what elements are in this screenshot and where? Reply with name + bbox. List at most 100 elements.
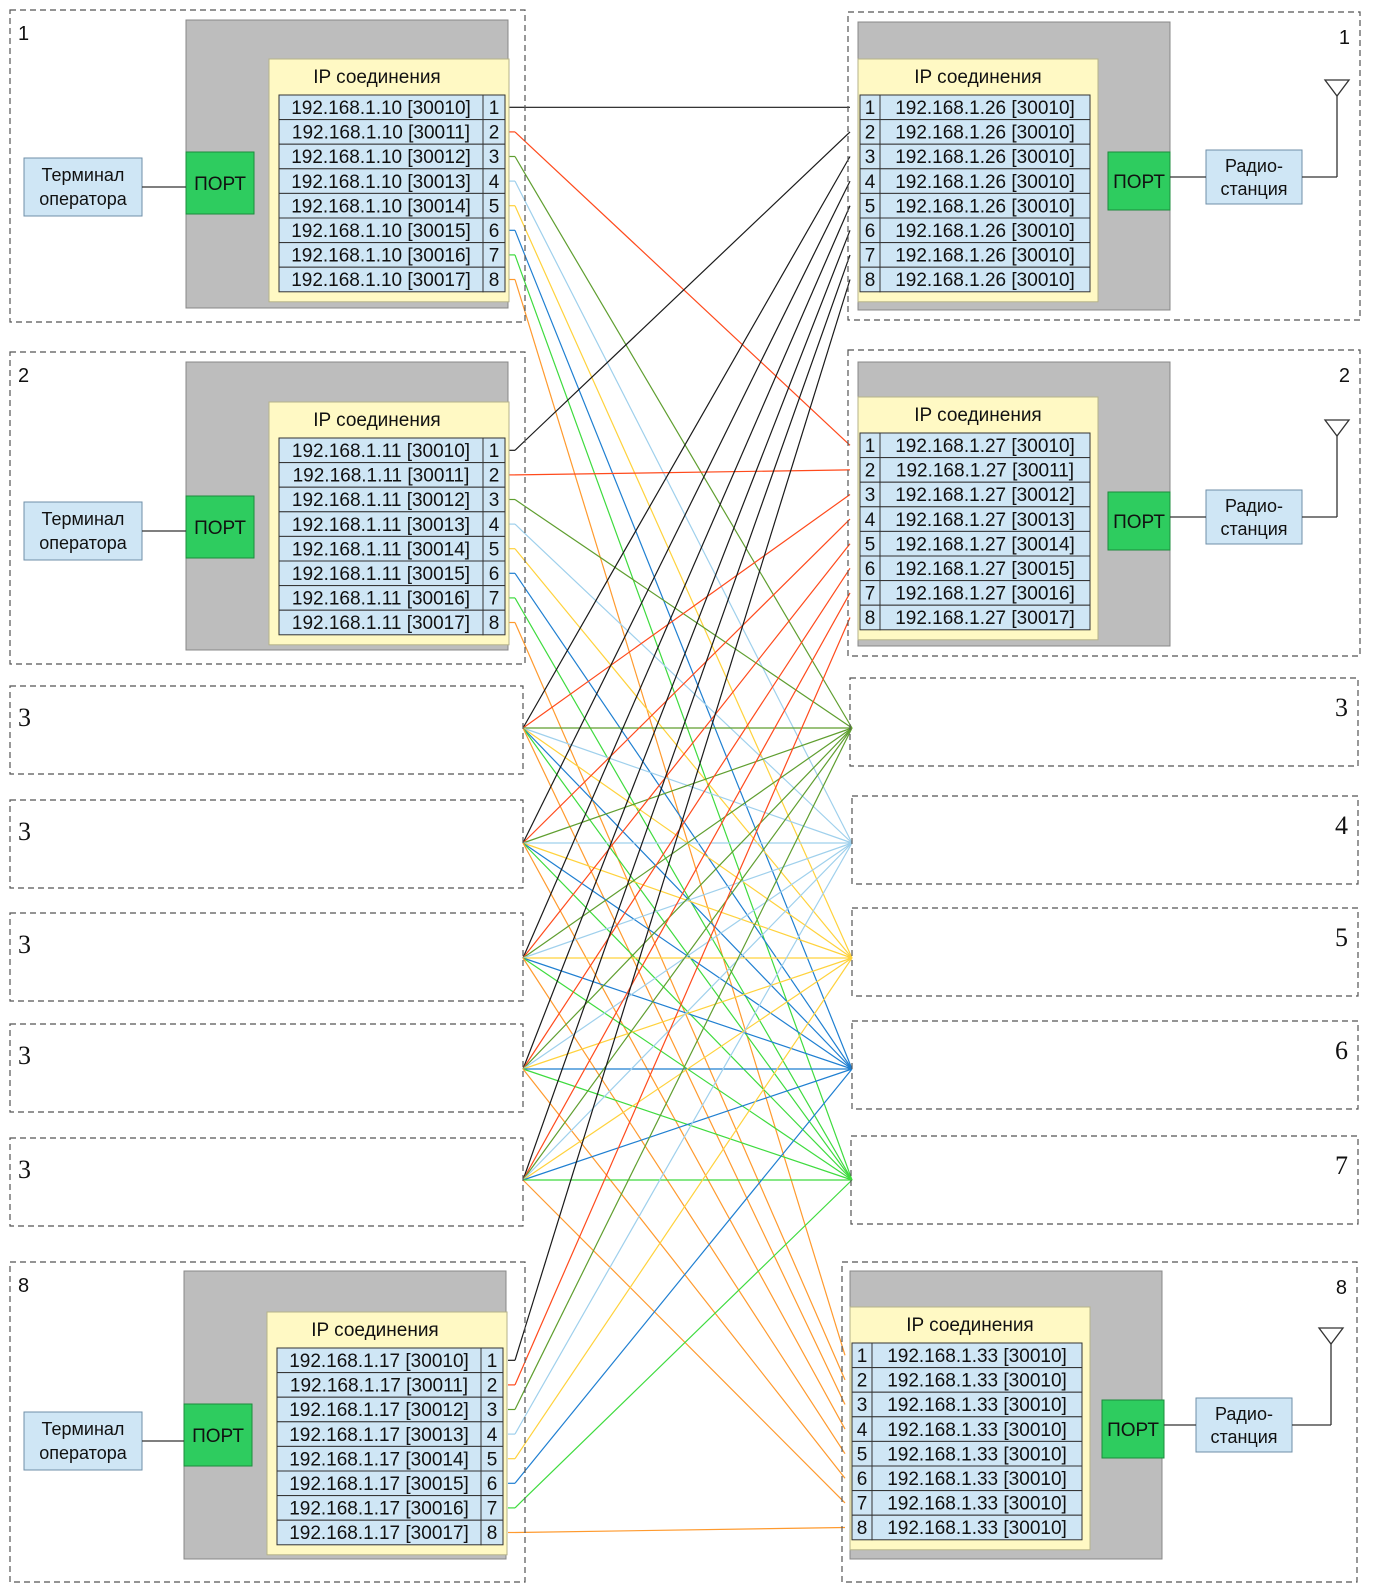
- client-group-number: 8: [18, 1275, 29, 1297]
- operator-terminal-label: оператора: [39, 533, 127, 553]
- client-placeholder-number: 3: [18, 703, 31, 732]
- radio-station-label: Радио-: [1215, 1404, 1273, 1424]
- channel-tick: [515, 255, 525, 283]
- channel-number-text: 1: [487, 1351, 498, 1372]
- channel-number-text: 6: [489, 564, 500, 585]
- server-port-label: ПОРТ: [1113, 512, 1165, 533]
- server-placeholder-number: 7: [1335, 1151, 1348, 1180]
- antenna-icon: [1319, 1328, 1343, 1344]
- channel-tick: [515, 132, 525, 141]
- ip-address-text: 192.168.1.27 [30011]: [896, 461, 1074, 482]
- channel-tick: [515, 500, 525, 507]
- ip-address-text: 192.168.1.33 [30010]: [887, 1469, 1067, 1490]
- ip-address-text: 192.168.1.26 [30010]: [895, 123, 1075, 144]
- client-group-number: 2: [18, 365, 29, 387]
- ip-address-text: 192.168.1.17 [30015]: [289, 1474, 469, 1495]
- channel-line-1-6: [525, 255, 852, 1069]
- channel-tick: [515, 1498, 525, 1508]
- channel-number-text: 5: [489, 539, 500, 560]
- ip-address-text: 192.168.1.10 [30010]: [291, 98, 471, 119]
- server-placeholder-number: 6: [1335, 1036, 1348, 1065]
- client-placeholder-box: [10, 913, 523, 1001]
- client-placeholder-number: 3: [18, 930, 31, 959]
- radio-station-label: Радио-: [1225, 156, 1283, 176]
- channel-number-text: 3: [865, 485, 876, 506]
- operator-terminal-label: Терминал: [42, 1419, 125, 1439]
- client-placeholder-box: [10, 800, 523, 888]
- channel-tick: [515, 1471, 525, 1483]
- ip-panel-title: IP соединения: [906, 1315, 1033, 1336]
- channel-number-text: 5: [865, 196, 876, 217]
- ip-address-text: 192.168.1.33 [30010]: [887, 1395, 1067, 1416]
- ip-address-text: 192.168.1.11 [30010]: [292, 441, 470, 462]
- server-placeholder-box: [852, 1021, 1358, 1109]
- channel-number-text: 7: [865, 584, 876, 605]
- channel-number-text: 2: [865, 123, 876, 144]
- ip-panel-title: IP соединения: [313, 67, 440, 88]
- ip-address-text: 192.168.1.27 [30016]: [895, 584, 1075, 605]
- ip-address-text: 192.168.1.27 [30010]: [895, 436, 1075, 457]
- channel-number-text: 6: [857, 1469, 868, 1490]
- server-placeholder-box: [851, 1136, 1358, 1224]
- connection-lines: [508, 107, 852, 1532]
- channel-line-2-6: [525, 588, 852, 1069]
- channel-number-text: 4: [489, 172, 500, 193]
- client-port-label: ПОРТ: [192, 1426, 244, 1447]
- channel-number-text: 8: [865, 270, 876, 291]
- radio-station-label: Радио-: [1225, 496, 1283, 516]
- ip-address-text: 192.168.1.17 [30014]: [289, 1449, 469, 1470]
- channel-number-text: 7: [489, 246, 500, 267]
- channel-number-text: 4: [487, 1425, 498, 1446]
- server-port-label: ПОРТ: [1107, 1420, 1159, 1441]
- server-group-number: 8: [1336, 1277, 1347, 1299]
- channel-tick: [515, 1328, 525, 1360]
- channel-tick: [515, 230, 525, 255]
- ip-address-text: 192.168.1.11 [30013]: [292, 515, 470, 536]
- server-group-number: 2: [1339, 365, 1350, 387]
- ip-address-text: 192.168.1.26 [30010]: [895, 172, 1075, 193]
- channel-line-1-4: [525, 201, 852, 843]
- ip-address-text: 192.168.1.11 [30016]: [292, 589, 470, 610]
- channel-tick: [515, 441, 525, 451]
- ip-address-text: 192.168.1.26 [30010]: [895, 147, 1075, 168]
- channel-number-text: 3: [865, 147, 876, 168]
- channel-tick: [515, 157, 525, 174]
- ip-address-text: 192.168.1.33 [30010]: [887, 1420, 1067, 1441]
- channel-number-text: 1: [865, 436, 876, 457]
- channel-number-text: 2: [489, 123, 500, 144]
- ip-address-text: 192.168.1.26 [30010]: [895, 196, 1075, 217]
- ip-address-text: 192.168.1.27 [30013]: [895, 510, 1075, 531]
- channel-number-text: 5: [489, 196, 500, 217]
- channel-number-text: 8: [489, 613, 500, 634]
- client-group-number: 1: [18, 23, 29, 45]
- channel-tick: [515, 549, 525, 561]
- channel-tick: [515, 1444, 525, 1459]
- client-placeholder-number: 3: [18, 1041, 31, 1070]
- client-placeholder-box: [10, 1024, 523, 1112]
- channel-number-text: 2: [489, 466, 500, 487]
- radio-station-label: станция: [1210, 1427, 1277, 1447]
- channel-line-8-7: [525, 1180, 852, 1498]
- channel-number-text: 5: [487, 1449, 498, 1470]
- channel-line-2-4: [525, 534, 852, 843]
- channel-tick: [515, 524, 525, 534]
- server-placeholder-box: [850, 678, 1358, 766]
- client-placeholder-number: 3: [18, 1155, 31, 1184]
- antenna-icon: [1325, 80, 1349, 96]
- ip-address-text: 192.168.1.26 [30010]: [895, 98, 1075, 119]
- channel-number-text: 3: [487, 1400, 498, 1421]
- ip-address-text: 192.168.1.33 [30010]: [887, 1494, 1067, 1515]
- channel-tick: [515, 623, 525, 646]
- server-placeholder-number: 4: [1335, 811, 1348, 840]
- channel-tick: [515, 573, 525, 588]
- channel-number-text: 1: [865, 98, 876, 119]
- channel-number-text: 7: [865, 246, 876, 267]
- ip-panel-title: IP соединения: [914, 405, 1041, 426]
- ip-address-text: 192.168.1.26 [30010]: [895, 246, 1075, 267]
- ip-address-text: 192.168.1.33 [30010]: [887, 1444, 1067, 1465]
- ip-address-text: 192.168.1.11 [30017]: [292, 613, 470, 634]
- client-port-label: ПОРТ: [194, 174, 246, 195]
- server-group-number: 1: [1339, 27, 1350, 49]
- channel-line-8-3: [525, 728, 852, 1389]
- ip-panel-title: IP соединения: [313, 410, 440, 431]
